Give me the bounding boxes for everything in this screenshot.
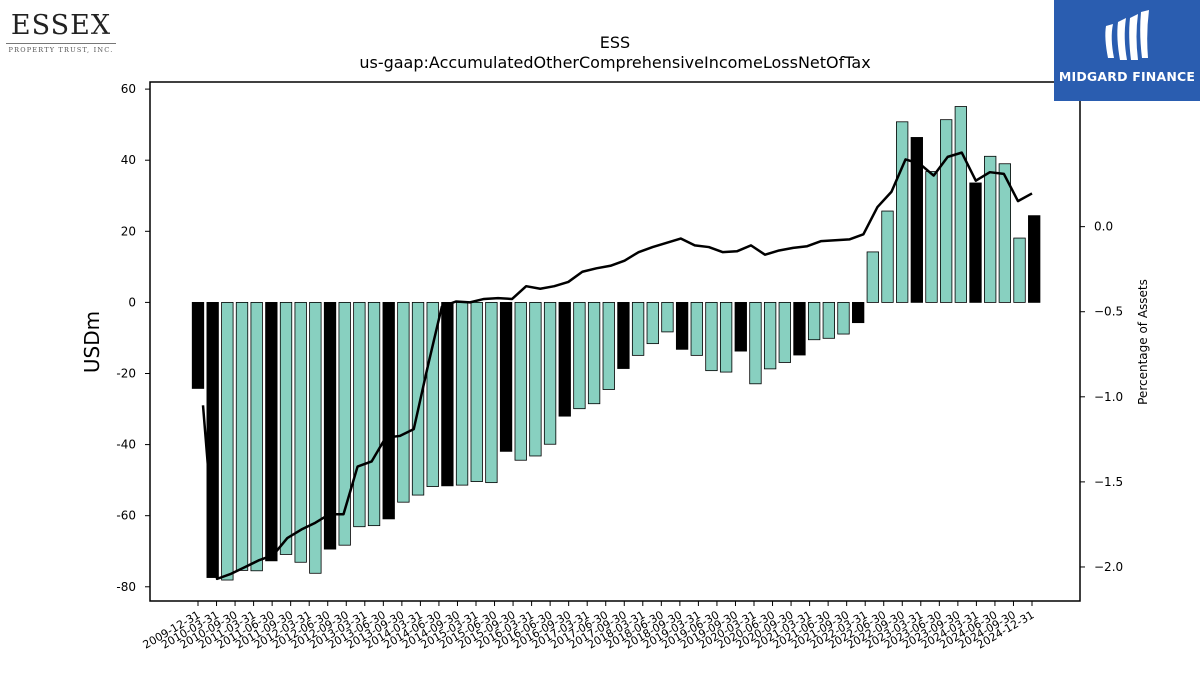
bar [514, 301, 527, 461]
bar [1013, 237, 1026, 303]
y2-tick-label: −1.5 [1094, 475, 1123, 489]
bar [411, 301, 425, 496]
y2-axis-label: Percentage of Assets [1136, 279, 1150, 405]
y-tick-label: -40 [116, 438, 136, 452]
bar [543, 301, 557, 445]
essex-logo-rule [6, 43, 116, 44]
bar [309, 301, 322, 574]
bar [191, 301, 205, 389]
bar [617, 301, 630, 369]
bar [954, 106, 967, 303]
percentage-line [201, 151, 1033, 581]
bar [998, 163, 1011, 303]
bar [338, 301, 351, 546]
bar [719, 301, 733, 373]
bar [675, 301, 689, 350]
plot-frame [149, 81, 1081, 602]
bar [558, 301, 571, 417]
bar [778, 301, 791, 363]
bar [822, 301, 835, 339]
y-tick-label: -60 [116, 509, 136, 523]
bar [587, 301, 601, 405]
y-axis-label: USDm [80, 311, 104, 373]
y-tick-label: -20 [116, 366, 136, 380]
bar [984, 155, 997, 303]
bar [749, 301, 762, 385]
bar [896, 121, 909, 303]
midgard-logo-text: MIDGARD FINANCE [1058, 69, 1196, 84]
essex-logo-subtitle: PROPERTY TRUST, INC. [8, 46, 114, 54]
bar [852, 301, 865, 324]
y-tick-label: 20 [121, 224, 136, 238]
chart-title: ESS [600, 33, 630, 52]
y2-tick-label: 0.0 [1094, 220, 1113, 234]
y-tick-label: -80 [116, 580, 136, 594]
bar [221, 301, 234, 581]
bar [265, 301, 278, 562]
bar [969, 182, 982, 303]
bar [485, 301, 498, 484]
bar [294, 301, 307, 563]
bar [323, 301, 337, 550]
bar [631, 301, 645, 356]
bar [455, 301, 469, 486]
midgard-logo: MIDGARD FINANCE [1054, 0, 1200, 101]
essex-logo: ESSEX PROPERTY TRUST, INC. [6, 12, 116, 54]
bar [426, 301, 439, 487]
bar [807, 301, 821, 341]
y-tick-label: 0 [128, 295, 136, 309]
bar [235, 301, 249, 571]
bar [866, 251, 879, 303]
bar [1028, 215, 1041, 303]
bar [940, 119, 953, 303]
bar [793, 301, 806, 356]
bar [837, 301, 850, 335]
midgard-mark-icon [1105, 10, 1149, 60]
bar [910, 137, 923, 303]
bar [602, 301, 615, 390]
bar [367, 301, 381, 527]
bar [705, 301, 718, 372]
bar [646, 301, 659, 345]
y-tick-label: 60 [121, 82, 136, 96]
bar [881, 210, 894, 303]
bar [499, 301, 513, 452]
bar [661, 301, 674, 333]
bar [382, 301, 395, 520]
bar [573, 301, 586, 410]
bar [690, 301, 703, 356]
bar [925, 171, 938, 303]
y2-tick-label: −0.5 [1094, 305, 1123, 319]
bar [529, 301, 542, 457]
bar [763, 301, 777, 370]
essex-logo-word: ESSEX [10, 10, 112, 41]
bar [734, 301, 747, 352]
bar [397, 301, 410, 503]
chart-subtitle: us-gaap:AccumulatedOtherComprehensiveInc… [359, 53, 870, 72]
y2-tick-label: −1.0 [1094, 390, 1123, 404]
y-tick-label: 40 [121, 153, 136, 167]
bar [353, 301, 366, 528]
bar [279, 301, 293, 555]
bar [441, 301, 454, 487]
y2-tick-label: −2.0 [1094, 560, 1123, 574]
bar [470, 301, 483, 482]
bar [250, 301, 263, 572]
